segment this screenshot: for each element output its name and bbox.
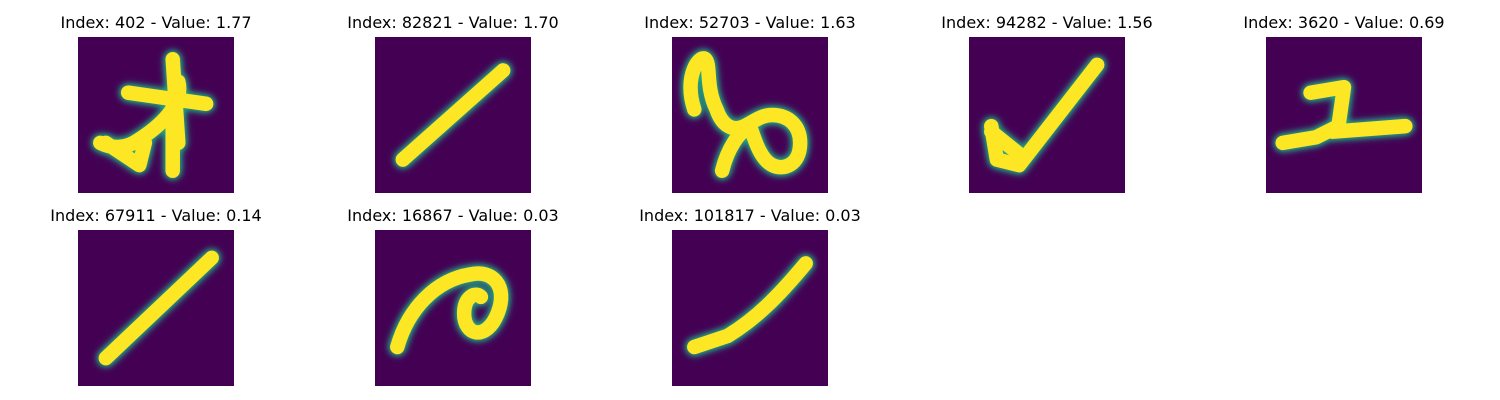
sample-panel: Index: 402 - Value: 1.77 — [36, 10, 276, 200]
sample-panel: Index: 16867 - Value: 0.03 — [333, 203, 573, 393]
sample-panel: Index: 3620 - Value: 0.69 — [1224, 10, 1464, 200]
panel-title: Index: 67911 - Value: 0.14 — [50, 206, 262, 225]
sample-panel: Index: 52703 - Value: 1.63 — [630, 10, 870, 200]
cross-star-blob-image — [78, 37, 234, 193]
panel-title: Index: 402 - Value: 1.77 — [60, 13, 252, 32]
checkmark-image — [969, 37, 1125, 193]
thin-diagonal-stroke-image — [78, 230, 234, 386]
sample-panel: Index: 94282 - Value: 1.56 — [927, 10, 1167, 200]
panel-title: Index: 94282 - Value: 1.56 — [941, 13, 1153, 32]
looped-squiggle-image — [672, 37, 828, 193]
curl-hook-image — [375, 230, 531, 386]
panel-title: Index: 82821 - Value: 1.70 — [347, 13, 559, 32]
thick-diagonal-stroke-image — [375, 37, 531, 193]
panel-title: Index: 101817 - Value: 0.03 — [639, 206, 861, 225]
flat-two-image — [1266, 37, 1422, 193]
sample-panel: Index: 82821 - Value: 1.70 — [333, 10, 573, 200]
panel-title: Index: 52703 - Value: 1.63 — [644, 13, 856, 32]
sample-panel: Index: 67911 - Value: 0.14 — [36, 203, 276, 393]
sample-panel: Index: 101817 - Value: 0.03 — [630, 203, 870, 393]
tapered-diagonal-stroke-image — [672, 230, 828, 386]
panel-title: Index: 16867 - Value: 0.03 — [347, 206, 559, 225]
panel-title: Index: 3620 - Value: 0.69 — [1243, 13, 1445, 32]
